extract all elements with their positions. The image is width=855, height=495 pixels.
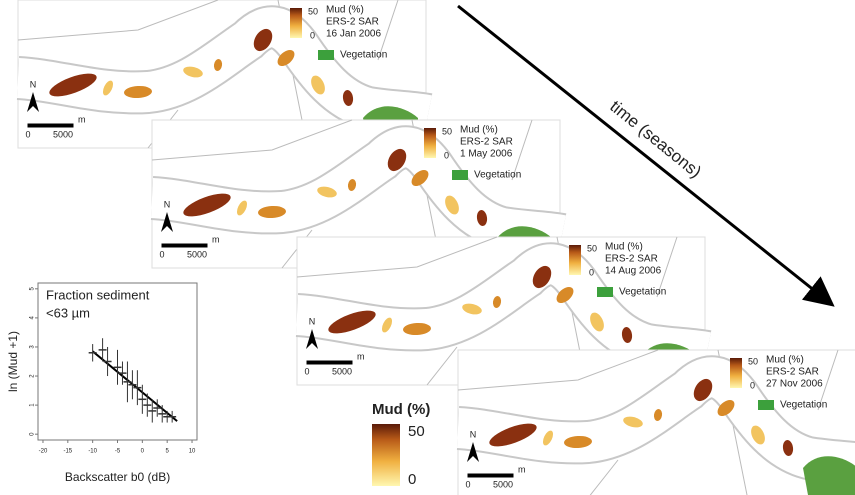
north-label: N [164,199,171,209]
y-tick-label: 0 [30,432,36,436]
scale-start: 0 [304,366,309,376]
vegetation-swatch [452,170,468,180]
scale-unit: m [357,351,365,361]
x-tick-label: -15 [63,449,72,455]
x-tick-label: -10 [88,449,97,455]
legend-min: 0 [444,150,449,160]
mud-legend-max: 50 [408,423,425,440]
y-tick-label: 3 [30,345,36,349]
scale-bar [162,244,207,247]
legend-bar [424,128,436,158]
mud-legend-min: 0 [408,471,416,488]
scale-bar [468,474,513,477]
scale-unit: m [518,464,526,474]
legend-title: Mud (%) [460,125,498,136]
annotation: Fraction sediment [46,287,150,302]
north-label: N [30,79,37,89]
vegetation-swatch [758,400,774,410]
legend-title: Mud (%) [326,5,364,16]
legend-bar [290,8,302,38]
legend-min: 0 [589,267,594,277]
scale-end: 5000 [332,366,352,376]
y-axis-label: ln (Mud +1) [6,331,20,392]
legend-min: 0 [750,380,755,390]
legend-vegetation: Vegetation [780,400,827,411]
scale-bar [28,124,73,127]
legend-sensor: ERS-2 SAR [605,254,658,265]
scale-end: 5000 [53,129,73,139]
mud-legend-bar [372,424,400,486]
y-tick-label: 1 [30,403,36,407]
legend-date: 16 Jan 2006 [326,29,381,40]
legend-date: 14 Aug 2006 [605,266,662,277]
x-tick-label: 0 [141,449,145,455]
vegetation-patch [803,456,855,495]
legend-max: 50 [442,126,452,136]
legend-date: 1 May 2006 [460,149,513,160]
legend-vegetation: Vegetation [340,50,387,61]
legend-bar [569,245,581,275]
vegetation-swatch [318,50,334,60]
scale-start: 0 [25,129,30,139]
annotation-sub: <63 µm [46,305,90,320]
legend-sensor: ERS-2 SAR [460,137,513,148]
y-tick-label: 2 [30,374,36,378]
legend-vegetation: Vegetation [619,287,666,298]
legend-max: 50 [587,243,597,253]
legend-title: Mud (%) [766,355,804,366]
scale-start: 0 [465,479,470,489]
scale-bar [307,361,352,364]
vegetation-swatch [597,287,613,297]
north-label: N [470,429,477,439]
x-tick-label: 5 [166,449,170,455]
x-tick-label: 10 [189,449,196,455]
mud-legend-title: Mud (%) [372,401,430,418]
scale-unit: m [212,234,220,244]
legend-title: Mud (%) [605,242,643,253]
legend-max: 50 [308,6,318,16]
legend-vegetation: Vegetation [474,170,521,181]
x-tick-label: -20 [39,449,48,455]
x-tick-label: -5 [115,449,121,455]
scale-unit: m [78,114,86,124]
legend-max: 50 [748,356,758,366]
arrow-label: time (seasons) [606,97,705,182]
legend-sensor: ERS-2 SAR [326,17,379,28]
legend-sensor: ERS-2 SAR [766,367,819,378]
scale-end: 5000 [493,479,513,489]
scale-start: 0 [159,249,164,259]
legend-min: 0 [310,30,315,40]
legend-bar [730,358,742,388]
north-label: N [309,316,316,326]
page: {"maps": [ {"legend_title": "Mud (%)", "… [0,0,855,495]
y-tick-label: 4 [30,316,36,320]
legend-date: 27 Nov 2006 [766,379,823,390]
y-tick-label: 5 [30,286,36,290]
x-axis-label: Backscatter b0 (dB) [65,470,170,484]
figure: 500Mud (%)ERS-2 SAR16 Jan 2006Vegetation… [0,0,855,495]
scale-end: 5000 [187,249,207,259]
